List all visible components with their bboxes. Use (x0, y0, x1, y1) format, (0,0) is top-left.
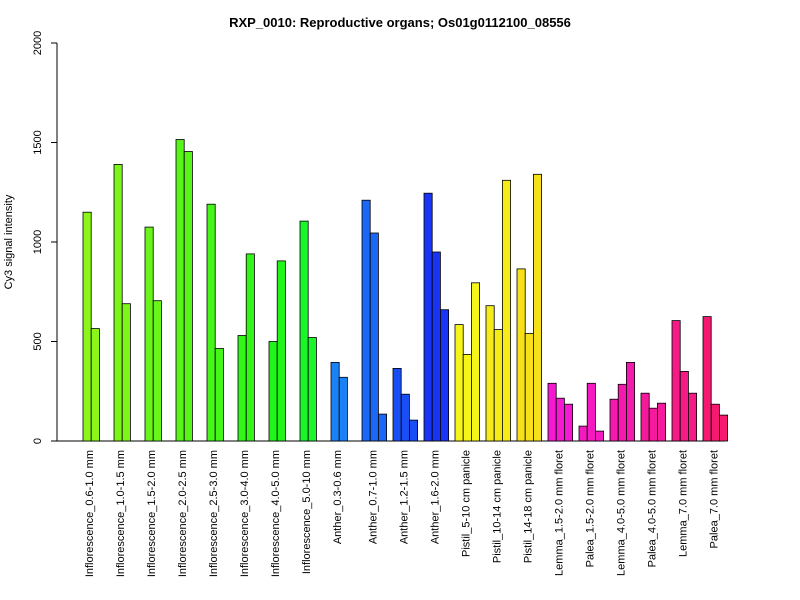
x-tick-label: Inflorescence_3.0-4.0 mm (239, 450, 251, 577)
bar (377, 413, 387, 442)
x-tick-label: Anther_0.7-1.0 mm (367, 450, 379, 544)
bar (688, 392, 698, 442)
bar (423, 192, 433, 442)
bar (648, 407, 658, 442)
bar (90, 328, 100, 442)
x-tick-label: Palea_7.0 mm floret (708, 450, 720, 548)
x-tick-label: Inflorescence_5.0-10 mm (301, 450, 313, 574)
x-tick-label: Inflorescence_2.0-2.5 mm (177, 450, 189, 577)
bar (268, 341, 278, 442)
x-tick-label: Inflorescence_2.5-3.0 mm (208, 450, 220, 577)
bar (121, 303, 131, 442)
bar (183, 151, 193, 442)
x-tick-label: Pistil_5-10 cm panicle (460, 450, 472, 557)
bar (408, 419, 418, 442)
bar (626, 361, 636, 442)
y-ticks: 0 500 1000 1500 2000 (32, 31, 57, 444)
bar (657, 402, 667, 442)
bar (679, 370, 689, 442)
bar (206, 203, 216, 442)
x-tick-label: Lemma_4.0-5.0 mm floret (615, 450, 627, 576)
bar (462, 353, 472, 442)
bar (671, 320, 681, 442)
y-tick-label: 500 (32, 332, 44, 350)
bar (501, 179, 511, 442)
bar (719, 414, 729, 442)
bar (299, 220, 309, 442)
x-tick-label: Pistil_14-18 cm panicle (522, 450, 534, 563)
bar (485, 305, 495, 442)
y-tick-label: 1500 (32, 130, 44, 154)
bar (439, 309, 449, 442)
bar (555, 397, 565, 442)
bar (564, 403, 574, 442)
x-tick-label: Inflorescence_1.5-2.0 mm (146, 450, 158, 577)
x-tick-label: Palea_4.0-5.0 mm floret (646, 450, 658, 567)
bar (431, 251, 441, 442)
bar (276, 260, 286, 442)
y-tick-label: 1000 (32, 230, 44, 254)
bar (454, 324, 464, 442)
y-tick-label: 2000 (32, 31, 44, 55)
bar (524, 333, 534, 442)
bar (595, 430, 605, 442)
bar (113, 163, 123, 442)
bar (470, 282, 480, 442)
bar (152, 300, 162, 442)
x-tick-label: Anther_1.6-2.0 mm (429, 450, 441, 544)
x-tick-label: Lemma_7.0 mm floret (677, 450, 689, 557)
bar (516, 268, 526, 442)
bar (578, 425, 588, 442)
bars (82, 139, 729, 442)
bar (547, 382, 557, 442)
bar (245, 253, 255, 442)
bar (533, 173, 543, 442)
bar (702, 316, 712, 442)
bar (586, 382, 596, 442)
bar (338, 376, 348, 442)
x-tick-label: Inflorescence_0.6-1.0 mm (84, 450, 96, 577)
x-tick-label: Inflorescence_1.0-1.5 mm (115, 450, 127, 577)
bar (82, 211, 92, 442)
bar (361, 199, 371, 442)
bar (214, 348, 224, 442)
x-tick-label: Anther_0.3-0.6 mm (332, 450, 344, 544)
chart-title: RXP_0010: Reproductive organs; Os01g0112… (229, 15, 571, 30)
x-tick-label: Anther_1.2-1.5 mm (398, 450, 410, 544)
bar (144, 226, 154, 442)
bar (400, 393, 410, 442)
y-axis-label: Cy3 signal intensity (3, 194, 15, 289)
bar (392, 367, 402, 442)
bar (640, 392, 650, 442)
bar (493, 329, 503, 442)
y-tick-label: 0 (32, 438, 44, 444)
x-tick-label: Inflorescence_4.0-5.0 mm (270, 450, 282, 577)
x-tick-label: Pistil_10-14 cm panicle (491, 450, 503, 563)
bar (609, 398, 619, 442)
bar (710, 403, 720, 442)
bar (330, 361, 340, 442)
x-tick-label: Palea_1.5-2.0 mm floret (584, 450, 596, 567)
bar (369, 232, 379, 442)
bar (307, 337, 317, 442)
bar (237, 335, 247, 442)
bar (175, 139, 185, 442)
x-tick-labels: Inflorescence_0.6-1.0 mm Inflorescence_1.… (84, 450, 720, 577)
bar (617, 383, 627, 442)
x-tick-label: Lemma_1.5-2.0 mm floret (553, 450, 565, 576)
